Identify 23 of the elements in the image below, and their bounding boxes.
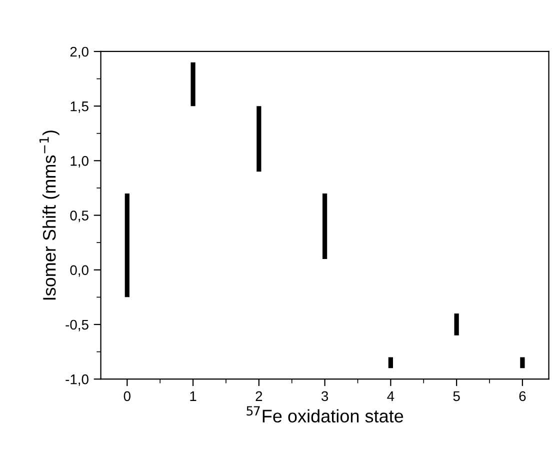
bar bbox=[124, 193, 130, 298]
y-tick-label: 1,5 bbox=[70, 102, 88, 113]
bar bbox=[256, 106, 262, 172]
x-tick-label: 4 bbox=[387, 391, 394, 401]
bar bbox=[388, 357, 393, 368]
y-tick-label: 0,5 bbox=[70, 210, 88, 222]
x-axis-title: $^{57}$Fe oxidation state bbox=[246, 406, 404, 423]
y-tick-label: 2,0 bbox=[70, 46, 88, 58]
x-tick-label: 5 bbox=[453, 391, 460, 402]
x-tick-label: 2 bbox=[256, 391, 262, 401]
x-tick-label: 3 bbox=[321, 391, 328, 402]
y-tick-label: 1,0 bbox=[70, 156, 88, 168]
y-tick-label: -1,0 bbox=[66, 374, 88, 386]
x-tick-label: 1 bbox=[190, 391, 196, 401]
bar bbox=[520, 357, 525, 368]
y-tick-label: -0,5 bbox=[66, 320, 88, 332]
y-tick-label: 0,0 bbox=[70, 265, 88, 277]
bar bbox=[322, 193, 328, 259]
y-axis-title: Isomer Shift (mms$^{−1}$) bbox=[39, 130, 60, 300]
x-tick-label: 0 bbox=[124, 391, 130, 402]
bar bbox=[454, 314, 459, 336]
bar bbox=[190, 62, 196, 106]
x-tick-label: 6 bbox=[519, 391, 526, 402]
